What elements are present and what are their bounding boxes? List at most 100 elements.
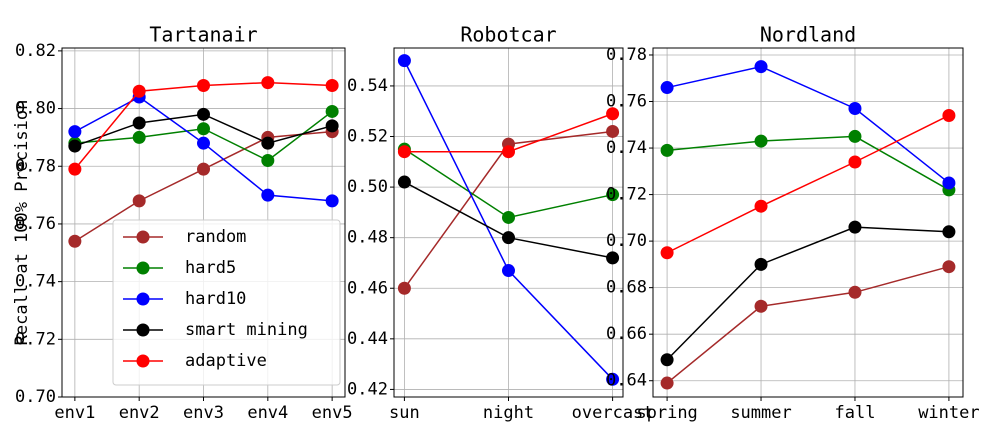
point bbox=[606, 107, 620, 121]
y-tick-label: 0.80 bbox=[15, 99, 56, 119]
point bbox=[197, 162, 210, 176]
legend-label: hard5 bbox=[185, 258, 236, 278]
x-tick-label: env2 bbox=[119, 403, 160, 423]
point bbox=[754, 299, 768, 313]
point bbox=[660, 246, 674, 260]
point bbox=[606, 251, 620, 265]
point bbox=[68, 234, 82, 248]
point bbox=[848, 129, 862, 143]
point bbox=[942, 176, 956, 190]
point bbox=[502, 231, 515, 245]
point bbox=[606, 124, 620, 138]
y-tick-label: 0.54 bbox=[347, 76, 388, 96]
point bbox=[397, 54, 411, 68]
point bbox=[261, 76, 275, 90]
point bbox=[261, 136, 275, 150]
plot-frame bbox=[393, 47, 624, 398]
x-tick-label: env5 bbox=[312, 403, 353, 423]
legend-marker bbox=[136, 261, 150, 275]
point bbox=[754, 134, 768, 148]
y-tick-label: 0.50 bbox=[347, 177, 388, 197]
y-tick-label: 0.82 bbox=[15, 41, 56, 61]
point bbox=[660, 376, 674, 390]
point bbox=[197, 136, 210, 150]
point bbox=[848, 155, 862, 169]
point bbox=[848, 220, 862, 234]
y-tick-label: 0.78 bbox=[15, 156, 56, 176]
y-tick-label: 0.74 bbox=[15, 272, 56, 292]
y-tick-label: 0.68 bbox=[606, 278, 647, 298]
x-tick-label: env4 bbox=[247, 403, 288, 423]
point bbox=[132, 194, 146, 208]
point bbox=[325, 104, 339, 118]
x-tick-label: sun bbox=[389, 403, 420, 423]
y-tick-label: 0.76 bbox=[15, 214, 56, 234]
point bbox=[132, 116, 146, 130]
chart-title: Robotcar bbox=[460, 23, 556, 47]
y-tick-label: 0.76 bbox=[606, 92, 647, 112]
y-tick-label: 0.42 bbox=[347, 379, 388, 399]
point bbox=[325, 194, 339, 208]
point bbox=[325, 119, 339, 133]
legend-box bbox=[112, 219, 341, 386]
point bbox=[660, 353, 674, 367]
point bbox=[660, 81, 674, 95]
y-tick-label: 0.70 bbox=[15, 387, 56, 407]
point bbox=[397, 145, 411, 159]
plot-frame bbox=[61, 47, 346, 398]
point bbox=[197, 122, 210, 136]
legend-marker bbox=[136, 230, 150, 244]
point bbox=[754, 257, 768, 271]
series-line bbox=[666, 65, 950, 184]
point bbox=[397, 175, 411, 189]
legend-label: adaptive bbox=[185, 351, 267, 371]
point bbox=[397, 281, 411, 295]
point bbox=[942, 260, 956, 274]
x-tick-label: winter bbox=[918, 403, 979, 423]
series-line bbox=[666, 265, 950, 384]
point bbox=[68, 162, 82, 176]
point bbox=[942, 225, 956, 239]
y-tick-label: 0.70 bbox=[606, 231, 647, 251]
y-tick-label: 0.64 bbox=[606, 371, 647, 391]
x-tick-label: env1 bbox=[54, 403, 95, 423]
x-tick-label: env3 bbox=[183, 403, 224, 423]
point bbox=[325, 78, 339, 92]
series-line bbox=[667, 135, 950, 191]
point bbox=[68, 125, 82, 139]
point bbox=[261, 153, 275, 167]
y-tick-label: 0.72 bbox=[15, 329, 56, 349]
point bbox=[502, 145, 515, 159]
legend-marker bbox=[136, 354, 150, 368]
legend-marker bbox=[136, 323, 150, 337]
y-tick-label: 0.48 bbox=[347, 228, 388, 248]
legend-label: hard10 bbox=[185, 289, 246, 309]
x-tick-label: spring bbox=[636, 403, 697, 423]
y-tick-label: 0.78 bbox=[606, 45, 647, 65]
series-line bbox=[666, 226, 949, 361]
y-tick-label: 0.72 bbox=[606, 185, 647, 205]
point bbox=[502, 210, 515, 224]
point bbox=[197, 107, 210, 121]
y-tick-label: 0.66 bbox=[606, 324, 647, 344]
point bbox=[606, 372, 620, 386]
x-tick-label: summer bbox=[730, 403, 791, 423]
point bbox=[132, 130, 146, 144]
chart-title: Nordland bbox=[760, 23, 856, 47]
point bbox=[942, 108, 956, 122]
point bbox=[261, 188, 275, 202]
point bbox=[660, 143, 674, 157]
y-tick-label: 0.44 bbox=[347, 329, 388, 349]
y-tick-label: 0.46 bbox=[347, 278, 388, 298]
y-axis-label: Recall at 100% Precision bbox=[12, 100, 32, 346]
x-tick-label: night bbox=[483, 403, 534, 423]
legend-label: smart mining bbox=[185, 320, 308, 340]
point bbox=[848, 101, 862, 115]
plot-frame bbox=[652, 47, 964, 398]
point bbox=[848, 285, 862, 299]
legend-marker bbox=[136, 292, 150, 306]
x-tick-label: fall bbox=[834, 403, 875, 423]
point bbox=[754, 199, 768, 213]
point bbox=[754, 60, 768, 74]
